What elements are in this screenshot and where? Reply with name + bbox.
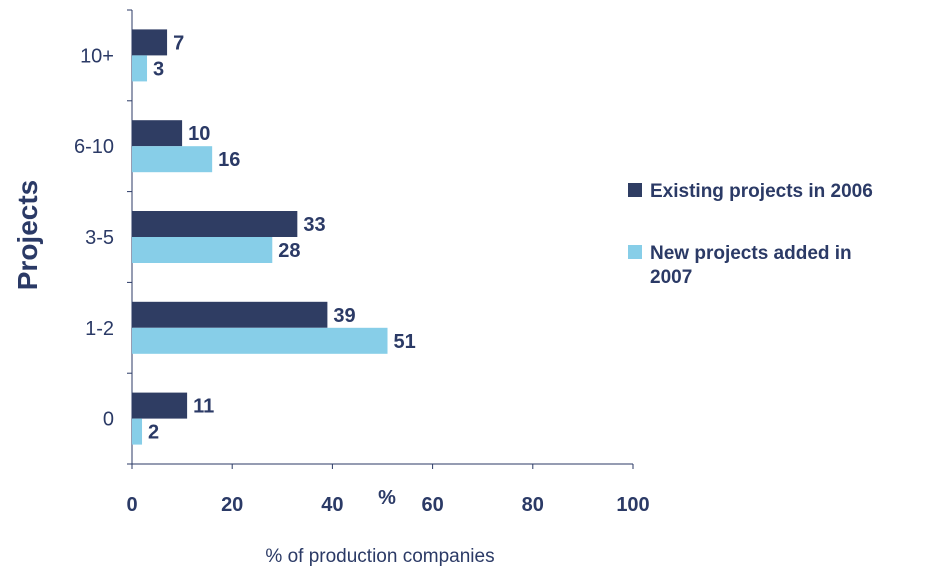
data-label: 39 [333, 305, 355, 327]
y-axis-title: Projects [12, 180, 43, 291]
data-label: 2 [148, 422, 159, 444]
bar [132, 237, 273, 263]
x-tick-label: 100 [616, 494, 649, 516]
y-tick-label: 0 [103, 409, 114, 431]
data-label: 28 [278, 240, 300, 262]
x-axis-unit-label: % [378, 487, 396, 509]
bar [132, 146, 213, 173]
bar [132, 418, 143, 445]
y-tick-label: 10+ [80, 45, 114, 67]
legend-swatch [628, 183, 642, 197]
data-label: 10 [188, 123, 210, 145]
y-tick-label: 6-10 [74, 136, 114, 158]
x-tick-label: 80 [522, 494, 544, 516]
bar [132, 327, 388, 354]
x-axis-title: % of production companies [265, 546, 494, 567]
bar [132, 392, 188, 419]
bar [132, 120, 183, 147]
data-label: 51 [394, 331, 416, 353]
x-tick-label: 20 [221, 494, 243, 516]
data-label: 33 [303, 214, 325, 236]
y-tick-label: 3-5 [85, 227, 114, 249]
x-tick-label: 40 [321, 494, 343, 516]
bar [132, 29, 168, 56]
bar [132, 211, 298, 237]
legend-label: Existing projects in 2006 [650, 181, 873, 202]
data-label: 11 [193, 396, 214, 418]
chart-bars [132, 29, 388, 445]
legend-label: New projects added in 2007 [650, 243, 852, 288]
data-label: 3 [153, 58, 164, 80]
data-label: 7 [173, 32, 184, 54]
data-label: 16 [218, 149, 240, 171]
chart-legend: Existing projects in 2006 New projects ad… [628, 181, 873, 288]
bar [132, 55, 148, 82]
x-tick-label: 0 [126, 494, 137, 516]
legend-swatch [628, 245, 642, 259]
x-tick-label: 60 [421, 494, 443, 516]
y-tick-label: 1-2 [85, 318, 114, 340]
bar [132, 301, 328, 328]
